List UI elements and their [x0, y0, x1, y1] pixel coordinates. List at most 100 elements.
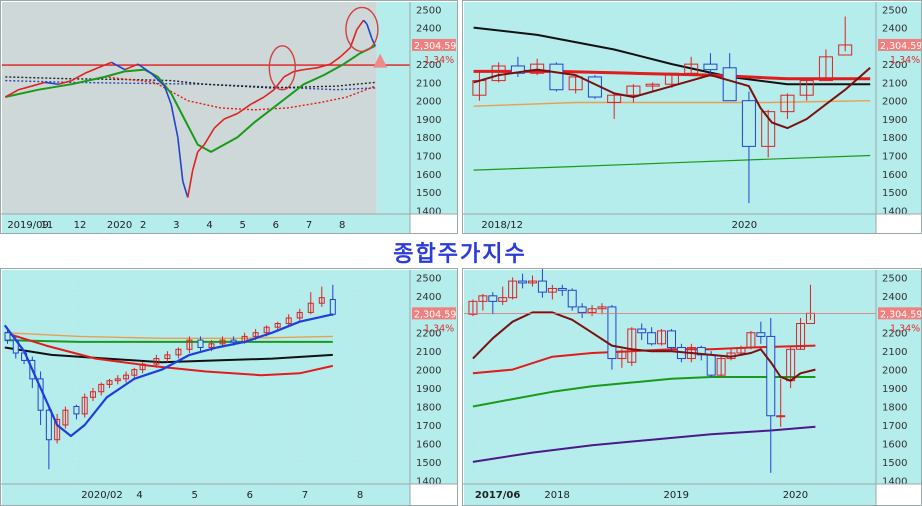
y-tick-label: 1400: [882, 206, 907, 217]
moving-average-blue: [3, 313, 334, 438]
y-tick-label: 1800: [882, 133, 907, 144]
y-tick-label: 1900: [416, 115, 441, 126]
price-segment: [213, 118, 225, 129]
price-segment: [84, 67, 99, 75]
y-tick-label: 1900: [882, 115, 907, 126]
candle-body: [208, 343, 215, 348]
y-tick-label: 1600: [416, 170, 441, 181]
x-tick-label: 7: [306, 220, 312, 231]
candle-body: [577, 306, 587, 313]
price-badge: [878, 307, 922, 320]
y-tick-label: 1800: [416, 133, 441, 144]
candle-body: [530, 63, 545, 74]
x-axis-area: [464, 484, 876, 506]
candle-body: [114, 378, 121, 382]
candle-body: [106, 380, 113, 385]
y-tick-label: 1500: [416, 458, 441, 469]
price-segment: [111, 61, 126, 71]
moving-average-green: [5, 45, 376, 153]
y-tick-label: 2500: [416, 5, 441, 16]
chart-daily-2019-2020: 1400150016001700180019002000210022002300…: [0, 0, 458, 234]
candle-body: [81, 396, 88, 415]
change-percent-label: 1.34%: [890, 55, 920, 66]
moving-average-black: [473, 26, 871, 86]
candle-body: [664, 72, 679, 85]
moving-average-dotted-red: [104, 76, 376, 111]
candle-body: [45, 409, 52, 441]
candle-body: [746, 332, 756, 348]
candle-body: [657, 330, 667, 345]
highlight-circle: [268, 45, 296, 91]
price-segment: [182, 180, 189, 198]
price-segment: [366, 23, 373, 39]
candle-body: [164, 354, 171, 360]
moving-average-dotted-black: [5, 76, 376, 89]
candle-body: [838, 44, 853, 56]
price-segment: [349, 29, 358, 48]
price-segment: [45, 81, 59, 86]
candle-body: [296, 311, 303, 319]
candle-body: [716, 358, 726, 376]
moving-average-red: [4, 331, 334, 377]
price-segment: [250, 96, 265, 106]
y-tick-label: 1800: [416, 403, 441, 414]
candle-body: [153, 358, 160, 365]
x-tick-label: 2: [140, 220, 146, 231]
candle-body: [796, 323, 806, 350]
x-tick-label: 4: [206, 220, 212, 231]
y-tick-label: 1400: [882, 476, 907, 487]
candle-body: [73, 406, 80, 415]
y-tick-label: 2100: [416, 347, 441, 358]
x-tick-label: 4: [136, 490, 142, 501]
y-tick-label: 2100: [882, 78, 907, 89]
candle-body: [780, 94, 795, 113]
price-segment: [163, 85, 172, 105]
candle-body: [307, 302, 314, 313]
candle-body: [741, 100, 756, 147]
x-axis-area: [464, 214, 876, 234]
plot-area: [2, 270, 410, 484]
y-tick-label: 2000: [882, 97, 907, 108]
y-tick-label: 2000: [416, 366, 441, 377]
candle-body: [818, 56, 833, 82]
y-tick-label: 2500: [416, 273, 441, 284]
moving-average-green: [472, 376, 816, 408]
current-price-label: 2,304.59: [414, 309, 456, 320]
y-tick-label: 2500: [882, 5, 907, 16]
candle-body: [587, 308, 597, 313]
x-tick-label: 12: [74, 220, 87, 231]
candle-body: [647, 332, 657, 345]
price-segment: [150, 72, 166, 87]
x-tick-label: 5: [191, 490, 197, 501]
candle-body: [98, 383, 105, 393]
candle-body: [508, 280, 518, 299]
y-tick-label: 2100: [882, 347, 907, 358]
x-tick-label: 7: [302, 490, 308, 501]
candle-body: [175, 348, 182, 356]
y-tick-label: 2200: [416, 60, 441, 71]
price-segment: [4, 89, 19, 98]
panel-frame: [0, 0, 458, 234]
x-tick-label: 2020/02: [81, 490, 123, 501]
price-segment: [124, 63, 139, 71]
x-tick-label: 2019/09: [7, 220, 49, 231]
price-segment: [356, 19, 365, 30]
y-tick-label: 2400: [416, 24, 441, 35]
candle-body: [637, 328, 647, 334]
y-tick-label: 1500: [882, 458, 907, 469]
candle-body: [518, 280, 528, 284]
candle-body: [123, 374, 130, 380]
candle-body: [528, 280, 538, 284]
x-tick-label: 6: [247, 490, 253, 501]
y-tick-label: 1700: [416, 152, 441, 163]
candle-body: [89, 391, 96, 398]
y-tick-label: 1600: [882, 439, 907, 450]
candle-body: [761, 111, 776, 147]
candle-body: [617, 350, 627, 360]
change-percent-label: 1.34%: [890, 323, 920, 334]
moving-average-green: [473, 154, 871, 171]
price-segment: [263, 89, 275, 98]
y-tick-label: 1600: [416, 439, 441, 450]
candle-body: [645, 83, 660, 87]
y-tick-label: 1800: [882, 403, 907, 414]
